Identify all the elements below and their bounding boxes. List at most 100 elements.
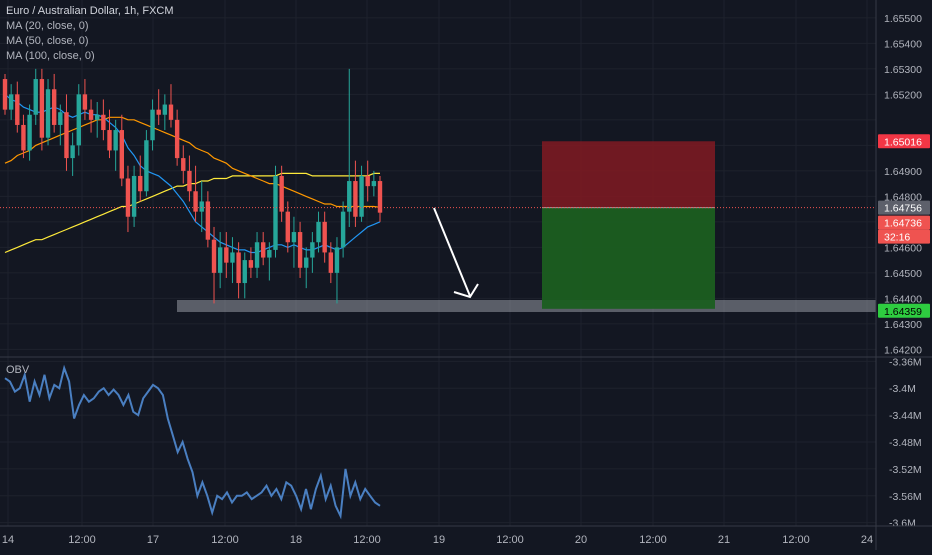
- candle-body: [273, 175, 278, 250]
- time-tick-label: 12:00: [639, 534, 667, 546]
- current-price-badge: 1.64756: [884, 203, 922, 215]
- obv-indicator: [4, 364, 381, 520]
- candle-body: [82, 94, 88, 110]
- candle-body: [15, 94, 20, 125]
- ma50-legend[interactable]: MA (50, close, 0): [6, 35, 89, 47]
- candle-body: [359, 175, 364, 217]
- ma100-legend[interactable]: MA (100, close, 0): [6, 50, 95, 62]
- candle-body: [353, 181, 358, 217]
- chart-legend: Euro / Australian Dollar, 1h, FXCM MA (2…: [6, 4, 174, 64]
- price-tick-label: 1.64300: [884, 319, 922, 331]
- obv-tick-label: -3.4M: [889, 383, 916, 395]
- candle-body: [8, 94, 14, 110]
- last-price-badge: 1.64736: [884, 218, 922, 230]
- candle-body: [285, 211, 290, 243]
- short-position-tool[interactable]: [542, 141, 715, 309]
- price-tick-label: 1.64900: [884, 166, 922, 178]
- time-tick-label: 19: [433, 534, 445, 546]
- candle-body: [328, 252, 334, 273]
- grid: [0, 0, 876, 526]
- candle-body: [101, 114, 106, 131]
- candle-body: [267, 249, 272, 258]
- obv-line: [4, 364, 381, 520]
- candle-body: [150, 109, 155, 141]
- countdown-badge-bg: [878, 229, 930, 244]
- price-tick-label: 1.65300: [884, 64, 922, 76]
- last-price-badge-bg: [878, 215, 930, 230]
- candle-body: [347, 181, 352, 212]
- obv-legend[interactable]: OBV: [6, 364, 30, 376]
- candle-body: [168, 104, 174, 120]
- support-zone: [177, 300, 876, 312]
- candle-body: [21, 124, 26, 151]
- stop-price-badge-bg: [878, 134, 930, 149]
- candle-body: [304, 257, 309, 268]
- candle-body: [291, 232, 297, 243]
- time-tick-label: 12:00: [782, 534, 810, 546]
- candle-body: [322, 221, 327, 253]
- candle-body: [224, 247, 229, 263]
- time-tick-label: 12:00: [68, 534, 96, 546]
- candle-body: [95, 114, 100, 120]
- candle-body: [70, 145, 75, 159]
- candle-body: [279, 175, 284, 212]
- time-tick-label: 14: [2, 534, 14, 546]
- price-tick-label: 1.64600: [884, 242, 922, 254]
- time-tick-label: 21: [718, 534, 730, 546]
- price-tick-label: 1.64400: [884, 293, 922, 305]
- candle-body: [193, 191, 198, 212]
- candlesticks: [2, 68, 383, 304]
- time-tick-label: 12:00: [353, 534, 381, 546]
- candle-body: [88, 109, 94, 120]
- candle-body: [2, 79, 8, 110]
- time-tick-label: 12:00: [496, 534, 524, 546]
- time-tick-label: 20: [575, 534, 587, 546]
- candle-body: [58, 112, 63, 125]
- down-arrow-drawing[interactable]: [433, 207, 479, 299]
- candle-body: [217, 247, 223, 273]
- candle-body: [316, 221, 321, 243]
- candle-body: [242, 260, 247, 284]
- candle-body: [138, 175, 143, 192]
- candle-body: [45, 89, 51, 138]
- candle-body: [205, 201, 211, 240]
- candle-body: [310, 242, 315, 258]
- candle-body: [248, 260, 254, 268]
- candle-body: [236, 252, 241, 284]
- stop-loss-zone: [542, 141, 715, 208]
- price-tick-label: 1.65500: [884, 13, 922, 25]
- candle-body: [187, 170, 192, 192]
- candle-body: [27, 114, 32, 151]
- candle-body: [377, 181, 383, 213]
- stop-price-badge: 1.65016: [884, 136, 922, 148]
- candle-body: [125, 178, 131, 217]
- price-tick-label: 1.64500: [884, 268, 922, 280]
- candle-body: [156, 109, 161, 115]
- obv-tick-label: -3.48M: [889, 437, 922, 449]
- arrow-head: [453, 283, 479, 299]
- obv-tick-label: -3.44M: [889, 410, 922, 422]
- candle-body: [33, 79, 38, 115]
- obv-tick-label: -3.52M: [889, 464, 922, 476]
- symbol-title[interactable]: Euro / Australian Dollar, 1h, FXCM: [6, 5, 174, 17]
- candle-body: [334, 247, 340, 273]
- time-tick-label: 18: [290, 534, 302, 546]
- price-tick-label: 1.65200: [884, 89, 922, 101]
- target-price-badge-bg: [878, 303, 930, 318]
- obv-tick-label: -3.6M: [889, 518, 916, 530]
- candle-body: [76, 94, 81, 146]
- countdown-badge: 32:16: [884, 232, 910, 244]
- take-profit-zone: [542, 207, 715, 309]
- candle-body: [340, 211, 346, 248]
- obv-tick-label: -3.36M: [889, 356, 922, 368]
- ma20-legend[interactable]: MA (20, close, 0): [6, 20, 89, 32]
- time-tick-label: 17: [147, 534, 159, 546]
- candle-body: [64, 112, 69, 159]
- candle-body: [113, 130, 118, 151]
- time-tick-label: 24: [861, 534, 873, 546]
- candle-body: [181, 158, 186, 171]
- candle-body: [162, 104, 168, 115]
